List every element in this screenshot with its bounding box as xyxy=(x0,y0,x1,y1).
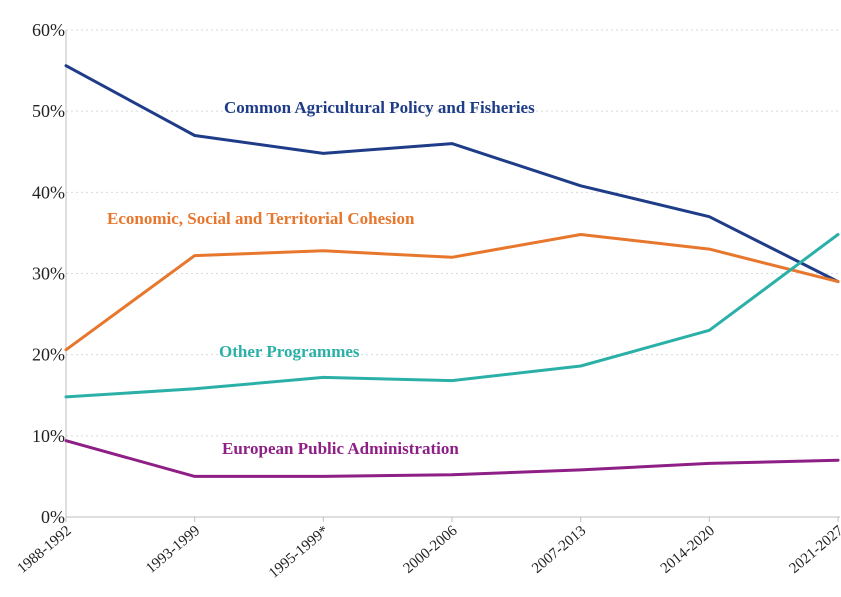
series-lines xyxy=(64,64,840,478)
series-label-other: Other Programmes xyxy=(219,342,360,361)
x-tick-label: 2000-2006 xyxy=(400,522,460,576)
y-tick-label: 0% xyxy=(41,507,65,527)
x-tick-label: 1988-1992 xyxy=(14,523,74,577)
x-tick-label: 2021-2027 xyxy=(786,522,841,576)
y-tick-label: 40% xyxy=(32,182,65,202)
series-label-cohesion: Economic, Social and Territorial Cohesio… xyxy=(107,209,415,228)
x-tick-label: 1993-1999 xyxy=(143,523,203,577)
x-tick-label: 1995-1999* xyxy=(266,523,332,582)
y-tick-label: 30% xyxy=(32,264,65,284)
series-label-admin: European Public Administration xyxy=(222,439,459,458)
gridlines xyxy=(66,29,840,437)
y-axis-ticks: 0% 10% 20% 30% 40% 50% 60% xyxy=(32,20,65,527)
series-line-3 xyxy=(64,439,840,478)
series-line-1 xyxy=(64,233,840,352)
x-tick-label: 2014-2020 xyxy=(658,523,718,577)
x-axis-ticks: 1988-1992 1993-1999 1995-1999* 2000-2006 200… xyxy=(14,517,841,582)
y-tick-label: 60% xyxy=(32,20,65,40)
series-line-2 xyxy=(64,233,840,399)
series-label-cap: Common Agricultural Policy and Fisheries xyxy=(224,98,535,117)
y-tick-label: 50% xyxy=(32,101,65,121)
series-line-0 xyxy=(64,64,840,284)
series-labels: Common Agricultural Policy and Fisheries… xyxy=(107,98,535,458)
y-tick-label: 10% xyxy=(32,426,65,446)
x-tick-label: 2007-2013 xyxy=(529,523,589,577)
y-tick-label: 20% xyxy=(32,345,65,365)
